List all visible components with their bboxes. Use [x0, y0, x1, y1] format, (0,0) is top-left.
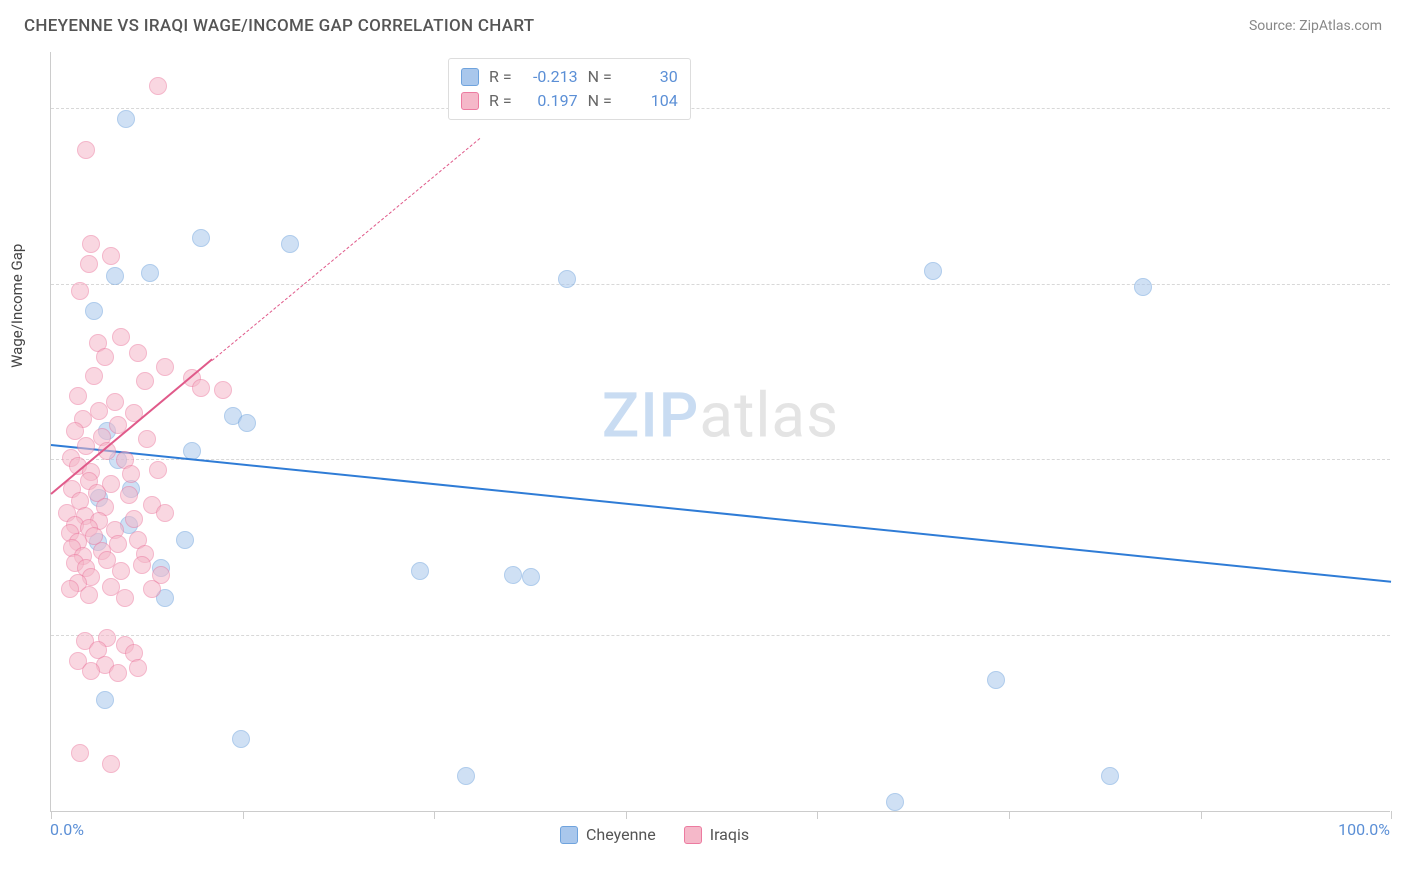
chart-title: CHEYENNE VS IRAQI WAGE/INCOME GAP CORREL…: [24, 16, 534, 36]
data-point: [96, 691, 114, 709]
data-point: [281, 235, 299, 253]
correlation-legend: R = -0.213 N = 30 R = 0.197 N = 104: [448, 58, 691, 120]
data-point: [522, 568, 540, 586]
data-point: [149, 77, 167, 95]
data-point: [117, 110, 135, 128]
data-point: [106, 267, 124, 285]
data-point: [176, 531, 194, 549]
data-point: [71, 282, 89, 300]
scatter-chart: ZIPatlas 15.0%30.0%45.0%60.0%: [50, 52, 1390, 812]
data-point: [558, 270, 576, 288]
data-point: [129, 659, 147, 677]
data-point: [886, 793, 904, 811]
data-point: [85, 367, 103, 385]
x-tick: [1391, 811, 1392, 819]
x-tick: [51, 811, 52, 819]
data-point: [987, 671, 1005, 689]
y-tick-label: 15.0%: [1400, 607, 1406, 626]
data-point: [192, 229, 210, 247]
data-point: [156, 358, 174, 376]
data-point: [80, 255, 98, 273]
x-min-label: 0.0%: [50, 820, 84, 839]
data-point: [238, 414, 256, 432]
x-tick: [243, 811, 244, 819]
x-tick: [1201, 811, 1202, 819]
data-point: [138, 430, 156, 448]
x-tick: [626, 811, 627, 819]
gridline: [51, 635, 1390, 636]
y-tick-label: 45.0%: [1400, 256, 1406, 275]
data-point: [71, 744, 89, 762]
data-point: [232, 730, 250, 748]
legend-item-iraqis: Iraqis: [684, 825, 749, 844]
data-point: [82, 662, 100, 680]
data-point: [214, 381, 232, 399]
source-label: Source: ZipAtlas.com: [1249, 18, 1382, 34]
data-point: [1134, 278, 1152, 296]
data-point: [129, 344, 147, 362]
gridline: [51, 284, 1390, 285]
data-point: [102, 755, 120, 773]
data-point: [1101, 767, 1119, 785]
data-point: [136, 372, 154, 390]
swatch-cheyenne-icon: [560, 826, 578, 844]
watermark: ZIPatlas: [602, 380, 839, 453]
trend-line: [51, 444, 1391, 583]
data-point: [106, 393, 124, 411]
gridline: [51, 459, 1390, 460]
data-point: [85, 302, 103, 320]
data-point: [69, 387, 87, 405]
data-point: [77, 141, 95, 159]
data-point: [77, 437, 95, 455]
data-point: [141, 264, 159, 282]
data-point: [149, 461, 167, 479]
data-point: [120, 486, 138, 504]
swatch-cheyenne-icon: [461, 68, 479, 86]
legend-item-cheyenne: Cheyenne: [560, 825, 656, 844]
data-point: [133, 556, 151, 574]
data-point: [82, 235, 100, 253]
y-tick-label: 30.0%: [1400, 432, 1406, 451]
data-point: [504, 566, 522, 584]
data-point: [116, 589, 134, 607]
gridline: [51, 108, 1390, 109]
data-point: [109, 535, 127, 553]
data-point: [122, 465, 140, 483]
data-point: [112, 328, 130, 346]
x-tick: [817, 811, 818, 819]
data-point: [80, 586, 98, 604]
x-tick: [1009, 811, 1010, 819]
data-point: [156, 504, 174, 522]
x-tick: [434, 811, 435, 819]
legend-row-cheyenne: R = -0.213 N = 30: [461, 65, 678, 89]
data-point: [192, 379, 210, 397]
series-legend: Cheyenne Iraqis: [560, 825, 749, 844]
swatch-iraqis-icon: [461, 92, 479, 110]
y-axis-title: Wage/Income Gap: [8, 244, 26, 368]
legend-row-iraqis: R = 0.197 N = 104: [461, 89, 678, 113]
data-point: [90, 402, 108, 420]
data-point: [96, 348, 114, 366]
data-point: [109, 664, 127, 682]
trend-line: [211, 138, 480, 361]
x-max-label: 100.0%: [1338, 820, 1390, 839]
swatch-iraqis-icon: [684, 826, 702, 844]
chart-header: CHEYENNE VS IRAQI WAGE/INCOME GAP CORREL…: [0, 0, 1406, 44]
data-point: [457, 767, 475, 785]
y-tick-label: 60.0%: [1400, 81, 1406, 100]
data-point: [61, 580, 79, 598]
data-point: [143, 580, 161, 598]
data-point: [102, 247, 120, 265]
data-point: [411, 562, 429, 580]
data-point: [125, 510, 143, 528]
data-point: [924, 262, 942, 280]
